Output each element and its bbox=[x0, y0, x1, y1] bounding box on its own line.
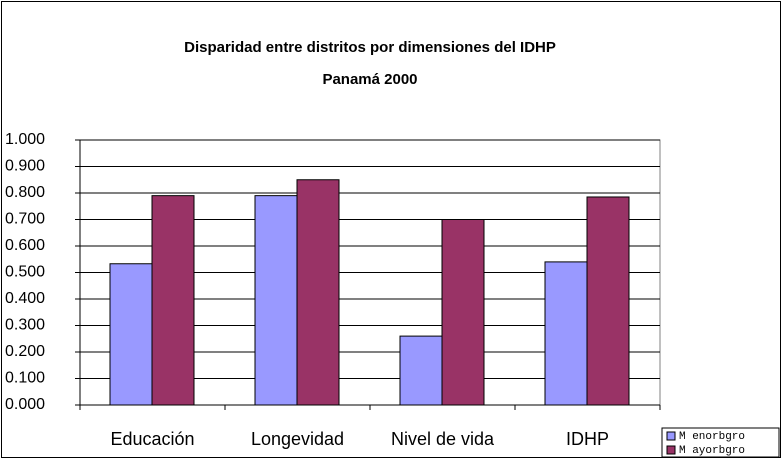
x-tick-label: IDHP bbox=[566, 429, 609, 449]
y-tick-label: 0.800 bbox=[5, 184, 45, 201]
y-tick-label: 0.500 bbox=[5, 264, 45, 281]
legend-swatch bbox=[666, 445, 676, 455]
bar bbox=[399, 335, 443, 406]
y-tick-label: 0.300 bbox=[5, 317, 45, 334]
legend-label: M enorbgro bbox=[679, 431, 745, 443]
legend-box bbox=[661, 427, 780, 458]
bar bbox=[544, 261, 588, 406]
bar bbox=[151, 195, 195, 406]
y-tick-label: 1.000 bbox=[5, 131, 45, 148]
bar bbox=[296, 179, 340, 406]
y-tick-label: 0.200 bbox=[5, 343, 45, 360]
legend-swatch bbox=[666, 431, 676, 441]
x-tick-label: Nivel de vida bbox=[391, 429, 495, 449]
y-tick-label: 0.400 bbox=[5, 290, 45, 307]
chart-subtitle: Panamá 2000 bbox=[322, 71, 417, 88]
chart-title: Disparidad entre distritos por dimension… bbox=[184, 39, 556, 56]
y-tick-label: 0.900 bbox=[5, 158, 45, 175]
x-tick-label: Educación bbox=[110, 429, 194, 449]
y-tick-label: 0.100 bbox=[5, 370, 45, 387]
y-tick-label: 0.700 bbox=[5, 211, 45, 228]
bar bbox=[254, 195, 298, 406]
y-tick-label: 0.600 bbox=[5, 237, 45, 254]
legend-label: M ayorbgro bbox=[679, 445, 745, 457]
bar bbox=[441, 219, 485, 406]
bar bbox=[586, 196, 630, 406]
y-tick-label: 0.000 bbox=[5, 396, 45, 413]
x-tick-label: Longevidad bbox=[251, 429, 344, 449]
bar bbox=[109, 263, 153, 406]
